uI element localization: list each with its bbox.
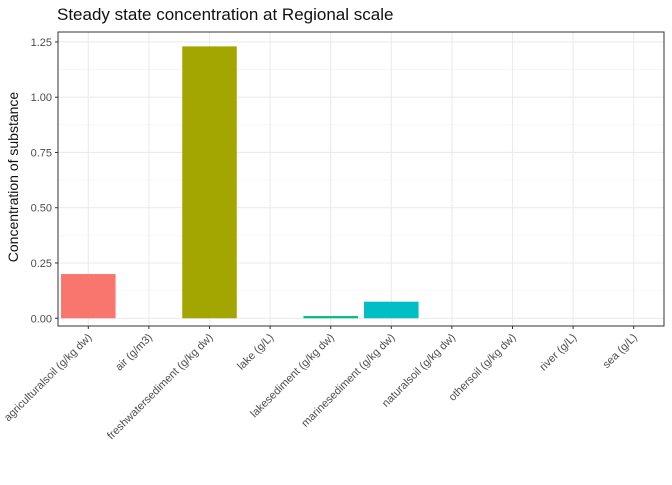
chart-title: Steady state concentration at Regional s… [57,5,393,24]
plot-area: 0.00 0.25 0.50 0.75 1.00 1.25 agriculturalsoil… [2,31,665,443]
bar-2 [182,46,237,319]
bar-5 [364,301,419,319]
x-tick-label: river (g/L) [537,332,579,374]
x-tick-label: agriculturalsoil (g/kg dw) [2,332,94,424]
x-tick-label: freshwatersediment (g/kg dw) [105,332,216,443]
y-axis-label: Concentration of substance [5,92,21,263]
bar-4 [303,316,358,319]
y-tick-label: 0.50 [31,203,52,215]
y-tick-label: 0.00 [31,313,52,325]
bar-0 [61,274,116,319]
y-tick-label: 1.25 [31,37,52,49]
panel-border [57,31,665,327]
x-tick-label: lake (g/L) [235,332,276,373]
y-tick-label: 1.00 [31,92,52,104]
y-tick-label: 0.75 [31,147,52,159]
y-tick-label: 0.25 [31,258,52,270]
x-tick-label: othersoil (g/kg dw) [447,332,519,404]
x-tick-label: sea (g/L) [601,332,640,371]
x-tick-label: air (g/m3) [113,332,155,374]
